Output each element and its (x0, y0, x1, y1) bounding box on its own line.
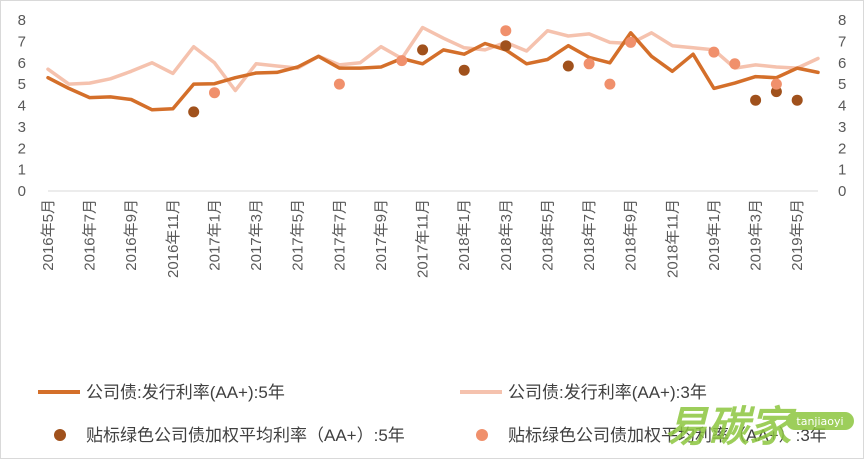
scatter-point-green-3yr (604, 78, 616, 90)
y-tick-label-right: 1 (838, 162, 846, 179)
watermark-pinyin: tanjiaoyi (796, 415, 843, 428)
y-tick-label-right: 4 (838, 98, 846, 115)
scatter-point-green-3yr (396, 55, 408, 67)
legend-label: 贴标绿色公司债加权平均利率（AA+）:3年 (508, 426, 827, 445)
scatter-point-green-3yr (583, 58, 595, 70)
x-tick-label: 2019年1月 (706, 199, 723, 271)
x-tick-label: 2017年7月 (331, 199, 348, 271)
scatter-point-green-3yr (625, 36, 637, 48)
scatter-point-green-5yr (750, 94, 762, 106)
scatter-point-green-5yr (188, 106, 200, 118)
y-tick-label-left: 4 (18, 98, 26, 115)
y-tick-label-right: 3 (838, 119, 846, 136)
watermark-logo: 易碳家 tanjiaoyi (665, 402, 854, 451)
y-tick-label-left: 2 (18, 140, 26, 157)
legend: 公司债:发行利率(AA+):5年 公司债:发行利率(AA+):3年贴标绿色公司债加… (38, 383, 827, 445)
y-tick-label-left: 0 (18, 183, 26, 200)
watermark-brand: 易碳家 (665, 402, 797, 451)
y-axis-right: 0 1 2 3 4 5 6 7 8 (838, 12, 846, 200)
legend-label: 公司债:发行利率(AA+):5年 (86, 383, 285, 402)
x-tick-label: 2017年11月 (415, 199, 432, 278)
scatter-point-green-5yr (417, 44, 429, 56)
x-tick-label: 2017年3月 (248, 199, 265, 271)
scatter-point-green-5yr (458, 64, 470, 76)
legend-label: 公司债:发行利率(AA+):3年 (508, 383, 707, 402)
series-line-3yr (46, 25, 820, 93)
y-tick-label-left: 6 (18, 55, 26, 72)
scatter-point-green-5yr (500, 40, 512, 52)
y-tick-label-right: 8 (838, 12, 846, 29)
x-tick-label: 2017年1月 (206, 199, 223, 271)
x-tick-label: 2016年7月 (82, 199, 99, 271)
y-tick-label-right: 0 (838, 183, 846, 200)
series-line-5yr (46, 31, 820, 112)
x-tick-label: 2018年9月 (623, 199, 640, 271)
scatter-point-green-3yr (708, 46, 720, 58)
scatter-point-green-3yr (209, 87, 220, 99)
legend-swatch-dot (54, 429, 66, 441)
scatter-point-green-3yr (333, 78, 345, 90)
y-tick-label-right: 2 (838, 140, 846, 157)
x-tick-label: 2018年7月 (581, 199, 598, 271)
scatter-point-green-5yr (562, 60, 574, 72)
y-tick-label-left: 5 (18, 76, 26, 93)
y-tick-label-left: 8 (18, 12, 26, 29)
watermark-pill (786, 412, 854, 430)
x-tick-label: 2016年5月 (40, 199, 57, 271)
x-tick-label: 2017年5月 (290, 199, 307, 271)
y-tick-label-right: 5 (838, 76, 846, 93)
legend-label: 贴标绿色公司债加权平均利率（AA+）:5年 (86, 426, 405, 445)
x-tick-label: 2018年3月 (498, 199, 515, 271)
x-tick-label: 2018年11月 (664, 199, 681, 278)
x-tick-label: 2017年9月 (373, 199, 390, 271)
y-axis-left: 0 1 2 3 4 5 6 7 8 (18, 12, 26, 200)
x-tick-label: 2016年11月 (165, 199, 182, 278)
x-tick-label: 2018年1月 (456, 199, 473, 271)
y-tick-label-left: 7 (18, 33, 26, 50)
x-tick-label: 2019年5月 (789, 199, 806, 271)
x-tick-label: 2018年5月 (539, 199, 556, 271)
x-tick-label: 2019年3月 (748, 199, 765, 271)
legend-swatch-dot (476, 429, 488, 441)
x-axis: 2016年5月 2016年7月 2016年9月 2016年11月 2017年1月 2017… (40, 190, 818, 278)
scatter-point-green-3yr (770, 78, 782, 90)
plot-area (46, 25, 820, 118)
scatter-point-green-3yr (729, 58, 741, 70)
x-tick-label: 2016年9月 (123, 199, 140, 271)
scatter-point-green-3yr (500, 25, 512, 37)
y-tick-label-left: 3 (18, 119, 26, 136)
y-tick-label-left: 1 (18, 162, 26, 179)
y-tick-label-right: 7 (838, 33, 846, 50)
scatter-point-green-5yr (791, 94, 803, 106)
y-tick-label-right: 6 (838, 55, 846, 72)
